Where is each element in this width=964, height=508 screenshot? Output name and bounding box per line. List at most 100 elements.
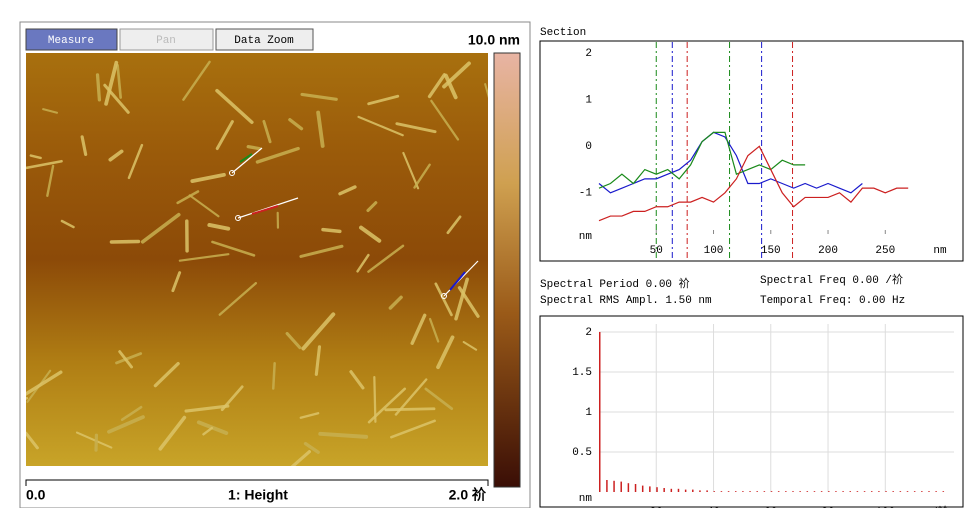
spectral-info: Spectral RMS Ampl. 1.50 nm xyxy=(540,295,712,307)
y-tick-label: 1.5 xyxy=(572,367,592,379)
button-label: Measure xyxy=(48,35,94,47)
marker-line xyxy=(239,153,253,163)
spectrum-bar xyxy=(649,486,651,492)
spectrum-bar xyxy=(699,490,701,492)
x-tick-label: 40 xyxy=(707,507,720,508)
y-tick-label: 1 xyxy=(585,407,592,419)
spectrum-bar xyxy=(942,491,945,492)
marker-line xyxy=(251,205,279,215)
spectrum-bar xyxy=(878,491,880,492)
fiber xyxy=(107,415,145,434)
measure-markers xyxy=(229,147,479,299)
spectrum-bar xyxy=(906,491,909,492)
fiber xyxy=(349,370,365,390)
fiber xyxy=(316,110,325,148)
y-tick-label: 0 xyxy=(585,141,592,153)
spectrum-bar xyxy=(820,491,823,492)
spectrum-bar xyxy=(634,484,637,492)
fiber xyxy=(288,118,304,131)
measure-button[interactable] xyxy=(25,28,118,51)
fiber xyxy=(373,375,377,423)
fiber xyxy=(75,431,113,449)
fiber xyxy=(444,73,458,100)
spectrum-bar xyxy=(835,491,837,492)
fiber xyxy=(140,212,181,244)
fiber xyxy=(215,88,254,125)
fiber xyxy=(26,431,39,450)
spectrum-bar xyxy=(849,491,852,492)
spectrum-bar xyxy=(928,491,930,492)
spectrum-bar xyxy=(913,491,916,492)
y-tick-label: 2 xyxy=(585,48,592,60)
spectrum-bar xyxy=(599,332,601,492)
marker-line xyxy=(449,271,466,291)
x-tick-label: 200 xyxy=(818,245,838,257)
scale-max: 10.0 nm xyxy=(468,32,520,48)
fiber xyxy=(395,122,437,134)
channel-label: 1: Height xyxy=(228,487,288,503)
x-tick-label: 250 xyxy=(875,245,895,257)
fiber xyxy=(104,60,119,106)
fiber xyxy=(207,223,231,231)
fiber xyxy=(357,115,404,137)
fiber xyxy=(108,149,124,162)
spectral-info: Spectral Freq 0.00 /祄 xyxy=(760,272,903,287)
spectrum-bar xyxy=(935,491,937,492)
pan-button[interactable] xyxy=(119,28,214,51)
fiber xyxy=(321,227,342,234)
image-background xyxy=(26,53,488,466)
scan-size: 2.0 祄 xyxy=(449,487,487,503)
fiber xyxy=(218,282,258,316)
fiber xyxy=(120,405,143,422)
fiber xyxy=(95,73,102,102)
fiber xyxy=(26,159,63,170)
spectrum-bar xyxy=(663,488,665,492)
marker-line xyxy=(231,147,263,174)
fiber xyxy=(436,335,455,370)
fiber xyxy=(115,352,143,365)
fiber xyxy=(366,201,378,213)
fiber xyxy=(442,61,471,89)
x-tick-label: 100 xyxy=(704,245,724,257)
section-title: Section xyxy=(540,27,586,39)
scale-min: 0.0 xyxy=(26,487,46,503)
fiber xyxy=(211,240,256,257)
spectrum-bar xyxy=(734,491,737,492)
marker-point xyxy=(229,170,235,176)
fiber xyxy=(457,286,480,318)
spectrum-bar xyxy=(885,491,887,492)
x-tick-label: 60 xyxy=(764,507,777,508)
toolbar: Measure Pan Data Zoom xyxy=(25,28,314,51)
spectrum-bar xyxy=(656,487,658,492)
fiber xyxy=(367,244,405,273)
button-label: Data Zoom xyxy=(234,35,294,47)
color-bar xyxy=(493,52,521,488)
data-zoom-button[interactable] xyxy=(215,28,314,51)
y-unit: nm xyxy=(579,493,593,505)
fiber xyxy=(26,370,63,396)
spectrum-bar xyxy=(713,491,716,492)
spectrum-bar xyxy=(792,491,794,492)
x-tick-label: 50 xyxy=(650,245,663,257)
x-tick-label: 100 xyxy=(875,507,895,508)
fiber xyxy=(424,387,454,411)
fiber xyxy=(80,135,88,157)
fiber xyxy=(394,378,428,416)
profile-line xyxy=(598,131,863,194)
y-tick-label: -1 xyxy=(579,188,593,200)
spectrum-bar xyxy=(749,491,751,492)
fibers xyxy=(26,60,488,466)
fiber xyxy=(338,185,357,196)
spectrum-bar xyxy=(670,488,673,492)
marker-point xyxy=(235,215,241,221)
spectrum-bar xyxy=(684,489,687,492)
fiber xyxy=(272,361,276,390)
x-tick-label: 150 xyxy=(761,245,781,257)
fiber xyxy=(446,215,462,235)
fiber xyxy=(314,345,322,376)
spectrum-bar xyxy=(677,488,680,492)
fiber xyxy=(290,450,311,466)
afm-image xyxy=(26,53,488,466)
fiber xyxy=(46,164,55,197)
